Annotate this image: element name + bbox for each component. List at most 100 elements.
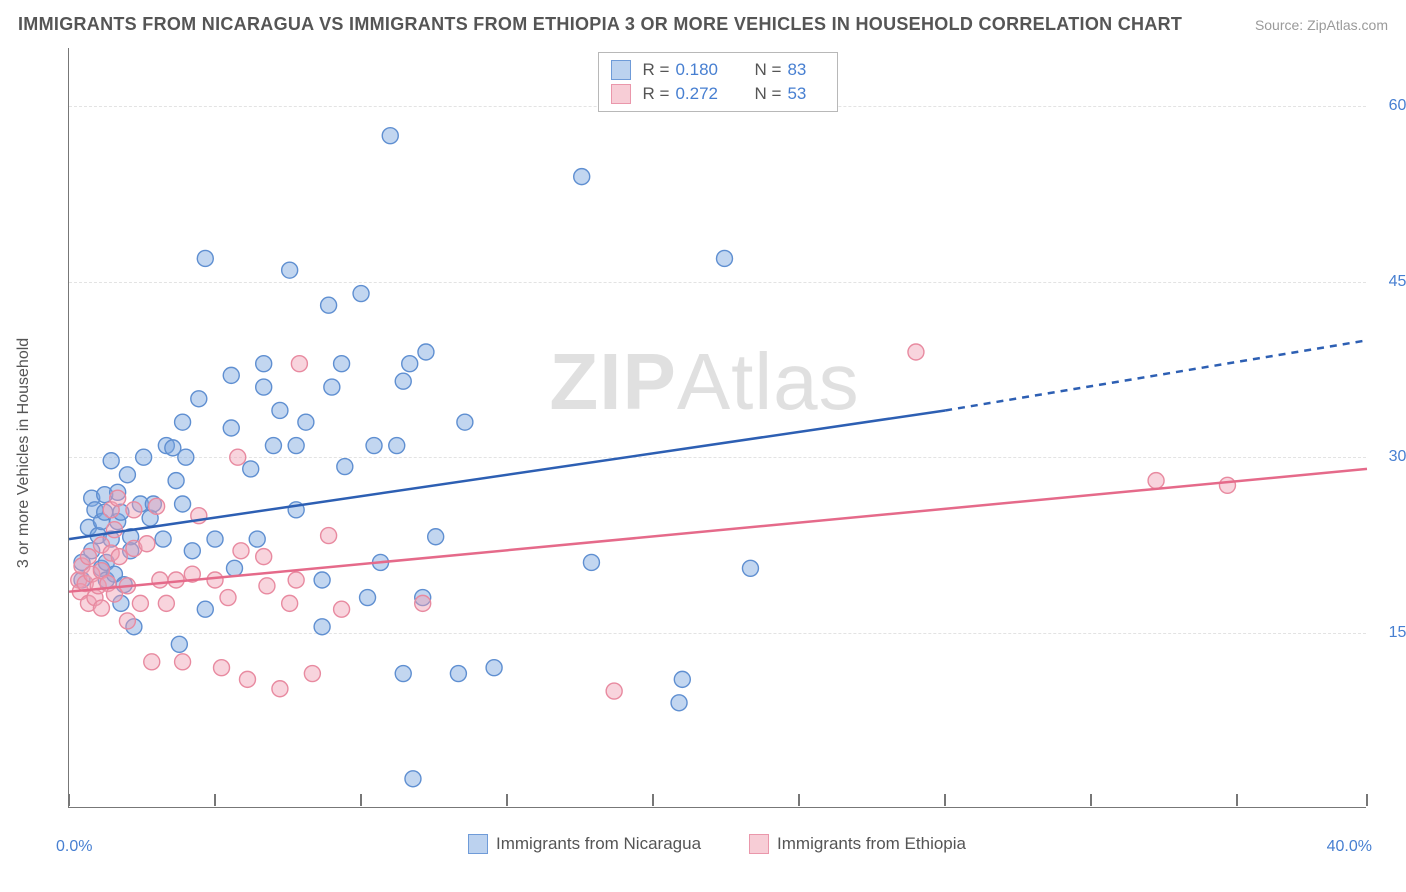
chart-container: 3 or more Vehicles in Household 15.0%30.… [40, 48, 1380, 858]
scatter-point [226, 560, 242, 576]
scatter-point [334, 356, 350, 372]
scatter-point [334, 601, 350, 617]
scatter-point [256, 549, 272, 565]
scatter-point [223, 367, 239, 383]
scatter-point [256, 379, 272, 395]
scatter-point [207, 572, 223, 588]
scatter-point [119, 613, 135, 629]
scatter-point [314, 619, 330, 635]
scatter-point [126, 502, 142, 518]
trend-line-extrapolated [945, 340, 1367, 410]
scatter-point [457, 414, 473, 430]
scatter-point [243, 461, 259, 477]
legend-row-nicaragua: R = 0.180 N = 83 [611, 58, 825, 82]
scatter-point [152, 572, 168, 588]
scatter-point [272, 402, 288, 418]
scatter-point [191, 391, 207, 407]
scatter-point [908, 344, 924, 360]
scatter-point [155, 531, 171, 547]
scatter-point [184, 543, 200, 559]
scatter-point [337, 459, 353, 475]
r-value: 0.272 [675, 84, 718, 104]
scatter-point [256, 356, 272, 372]
scatter-point [175, 654, 191, 670]
series-legend: Immigrants from Nicaragua Immigrants fro… [68, 834, 1366, 854]
scatter-point [272, 681, 288, 697]
scatter-point [360, 590, 376, 606]
y-axis-label: 3 or more Vehicles in Household [15, 338, 33, 568]
scatter-point [402, 356, 418, 372]
scatter-point [80, 549, 96, 565]
legend-item-ethiopia: Immigrants from Ethiopia [749, 834, 966, 854]
scatter-point [583, 554, 599, 570]
series-name: Immigrants from Nicaragua [496, 834, 701, 854]
scatter-svg [69, 48, 1366, 807]
scatter-point [197, 250, 213, 266]
r-value: 0.180 [675, 60, 718, 80]
n-value: 53 [787, 84, 806, 104]
legend-row-ethiopia: R = 0.272 N = 53 [611, 82, 825, 106]
scatter-point [111, 549, 127, 565]
scatter-point [207, 531, 223, 547]
y-tick-label: 60.0% [1389, 97, 1406, 115]
scatter-point [304, 666, 320, 682]
nicaragua-swatch-icon [611, 60, 631, 80]
scatter-point [149, 498, 165, 514]
scatter-point [103, 453, 119, 469]
y-tick-label: 30.0% [1389, 448, 1406, 466]
scatter-point [239, 671, 255, 687]
n-value: 83 [787, 60, 806, 80]
scatter-point [1148, 473, 1164, 489]
scatter-point [230, 449, 246, 465]
scatter-point [314, 572, 330, 588]
chart-title: IMMIGRANTS FROM NICARAGUA VS IMMIGRANTS … [18, 14, 1182, 35]
scatter-point [395, 666, 411, 682]
chart-header: IMMIGRANTS FROM NICARAGUA VS IMMIGRANTS … [18, 14, 1388, 35]
scatter-point [428, 529, 444, 545]
series-name: Immigrants from Ethiopia [777, 834, 966, 854]
scatter-point [742, 560, 758, 576]
scatter-point [265, 438, 281, 454]
r-label: R = [643, 60, 670, 80]
scatter-point [1219, 477, 1235, 493]
correlation-legend: R = 0.180 N = 83 R = 0.272 N = 53 [598, 52, 838, 112]
scatter-point [405, 771, 421, 787]
scatter-point [486, 660, 502, 676]
scatter-point [574, 169, 590, 185]
trend-line [69, 410, 945, 539]
scatter-point [139, 536, 155, 552]
scatter-point [389, 438, 405, 454]
y-tick-label: 15.0% [1389, 624, 1406, 642]
scatter-point [282, 262, 298, 278]
y-tick-label: 45.0% [1389, 273, 1406, 291]
ethiopia-swatch-icon [749, 834, 769, 854]
scatter-point [382, 128, 398, 144]
scatter-point [178, 449, 194, 465]
scatter-point [415, 595, 431, 611]
plot-area: 15.0%30.0%45.0%60.0% ZIPAtlas R = 0.180 … [68, 48, 1366, 808]
scatter-point [220, 590, 236, 606]
scatter-point [93, 600, 109, 616]
scatter-point [168, 473, 184, 489]
source-text: Source: ZipAtlas.com [1255, 17, 1388, 33]
scatter-point [119, 467, 135, 483]
scatter-point [223, 420, 239, 436]
scatter-point [353, 286, 369, 302]
scatter-point [288, 438, 304, 454]
scatter-point [175, 496, 191, 512]
scatter-point [136, 449, 152, 465]
scatter-point [671, 695, 687, 711]
scatter-point [171, 636, 187, 652]
scatter-point [282, 595, 298, 611]
scatter-point [259, 578, 275, 594]
ethiopia-swatch-icon [611, 84, 631, 104]
scatter-point [291, 356, 307, 372]
scatter-point [249, 531, 265, 547]
scatter-point [716, 250, 732, 266]
trend-line [69, 469, 1367, 592]
scatter-point [450, 666, 466, 682]
scatter-point [321, 528, 337, 544]
r-label: R = [643, 84, 670, 104]
scatter-point [233, 543, 249, 559]
legend-item-nicaragua: Immigrants from Nicaragua [468, 834, 701, 854]
